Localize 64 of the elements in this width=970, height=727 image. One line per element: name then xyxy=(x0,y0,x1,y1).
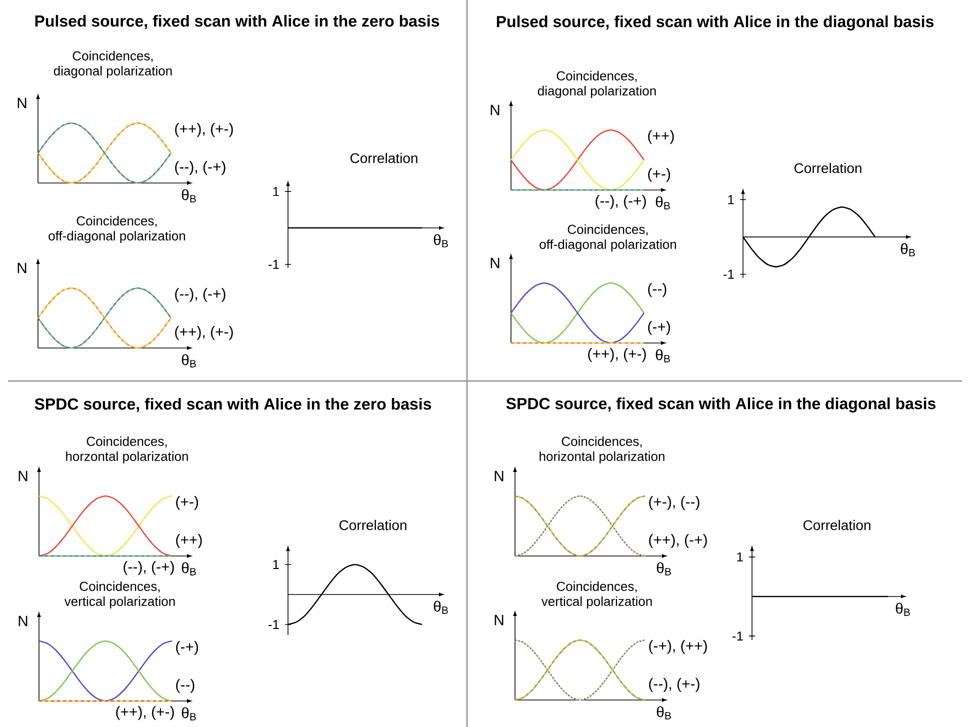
y-tick-label: -1 xyxy=(268,260,279,269)
y-tick-label: -1 xyxy=(268,620,279,629)
series-label: (++) xyxy=(176,534,202,548)
chart-title: Correlation xyxy=(339,520,406,530)
series-label: (--), (-+) xyxy=(596,195,646,209)
text: Pulsed source, fixed scan with Alice in the zero basis xyxy=(35,14,440,30)
series-label: (--), (-+) xyxy=(175,161,226,175)
y-tick-label: 1 xyxy=(728,195,734,204)
x-axis-title: θ$_{B}$ xyxy=(656,349,670,362)
y-tick-label: -1 xyxy=(724,270,734,279)
series-label: (++), (+-) xyxy=(175,326,233,340)
text: SPDC source, fixed scan with Alice in the zero basis xyxy=(34,398,432,412)
series-label: (--) xyxy=(648,283,666,297)
chart-subtitle: Coincidences, diagonal polarization xyxy=(54,50,172,78)
x-axis-title: θ$_{B}$ xyxy=(896,602,910,616)
series-label: (--), (+-) xyxy=(649,678,700,692)
x-axis-title: θ$_{B}$ xyxy=(434,600,448,614)
series-label: (+-) xyxy=(648,168,670,182)
series-label: (--) xyxy=(176,679,194,693)
series-label: (--), (-+) xyxy=(175,288,226,302)
series-label: (++) xyxy=(648,130,674,144)
series-label: (-+) xyxy=(648,321,670,335)
x-axis-title: θ$_{B}$ xyxy=(900,243,915,256)
y-axis-title: N xyxy=(490,104,500,116)
chart-subtitle: Coincidences, horizontal polarization xyxy=(540,436,664,464)
chart-subtitle: Coincidences, diagonal polarization xyxy=(538,70,656,98)
x-axis-title: θ$_{B}$ xyxy=(434,234,448,248)
chart-title: Coincidences, off-diagonal polarization xyxy=(48,216,186,244)
series-label: (++), (-+) xyxy=(649,534,707,548)
text: Pulsed source, fixed scan with Alice in the diagonal basis xyxy=(496,16,934,30)
chart-title: Correlation xyxy=(794,162,862,174)
x-axis-title: θ$_{B}$ xyxy=(182,562,196,576)
y-tick-label: 1 xyxy=(273,186,279,196)
series-label: (+-) xyxy=(176,496,198,510)
y-axis-title: N xyxy=(18,616,28,626)
y-tick-label: 1 xyxy=(737,552,743,562)
x-axis-title: θ$_{B}$ xyxy=(656,196,670,210)
chart-title: Coincidences, vertical polarization xyxy=(541,581,652,609)
series-label: (-+) xyxy=(176,641,198,655)
x-axis-title: θ$_{B}$ xyxy=(182,354,196,368)
chart-title: Correlation xyxy=(803,520,870,530)
series-label: (++), (+-) xyxy=(175,123,233,137)
text: SPDC source, fixed scan with Alice in the diagonal basis xyxy=(506,398,936,412)
x-axis-title: θ$_{B}$ xyxy=(656,706,671,720)
y-axis-title: N xyxy=(18,98,26,108)
y-axis-title: N xyxy=(494,470,504,482)
series-label: (++), (+-) xyxy=(588,348,646,362)
series-label: (+-), (--) xyxy=(649,496,700,510)
chart-title: Correlation xyxy=(350,152,418,164)
chart-title: Coincidences, off-diagonal polarization xyxy=(540,224,676,252)
chart-title: Coincidences, vertical polarization xyxy=(64,581,175,609)
y-tick-label: 1 xyxy=(273,560,279,569)
x-axis-title: θ$_{B}$ xyxy=(656,562,671,576)
y-axis-title: N xyxy=(494,614,504,626)
series-label: (--), (-+) xyxy=(124,561,174,575)
y-axis-title: N xyxy=(18,262,26,274)
y-tick-label: -1 xyxy=(732,632,743,641)
series-label: (-+), (++) xyxy=(649,640,707,654)
chart-subtitle: Coincidences, horzontal polarization xyxy=(66,436,188,464)
y-axis-title: N xyxy=(490,258,500,268)
y-axis-title: N xyxy=(18,470,28,482)
x-axis-title: θ$_{B}$ xyxy=(182,189,196,202)
series-label: (++), (+-) xyxy=(116,706,174,720)
x-axis-title: θ$_{B}$ xyxy=(182,707,196,720)
